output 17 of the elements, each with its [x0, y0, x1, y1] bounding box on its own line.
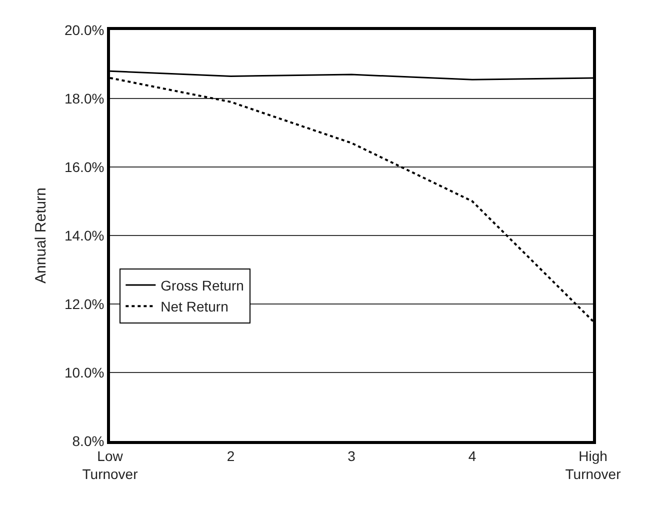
legend-label: Net Return: [160, 298, 228, 315]
y-tick-label: 8.0%: [72, 432, 104, 449]
y-tick-label: 10.0%: [64, 364, 104, 380]
y-tick-label: 16.0%: [64, 158, 104, 175]
line-series: [110, 76, 593, 322]
x-tick-label: High Turnover: [565, 448, 622, 482]
x-tick-label: 4: [468, 448, 476, 464]
line-series: [110, 70, 593, 80]
x-tick-label: Low Turnover: [82, 448, 138, 482]
x-tick-label: 3: [348, 448, 356, 464]
y-axis-title: Annual Return: [32, 188, 50, 284]
y-tick-label: 20.0%: [64, 22, 104, 38]
x-tick-label: 2: [226, 448, 235, 464]
legend-label: Gross Return: [160, 277, 244, 294]
y-tick-label: 18.0%: [64, 90, 104, 106]
y-tick-label: 12.0%: [64, 296, 104, 312]
y-tick-label: 14.0%: [64, 227, 104, 244]
